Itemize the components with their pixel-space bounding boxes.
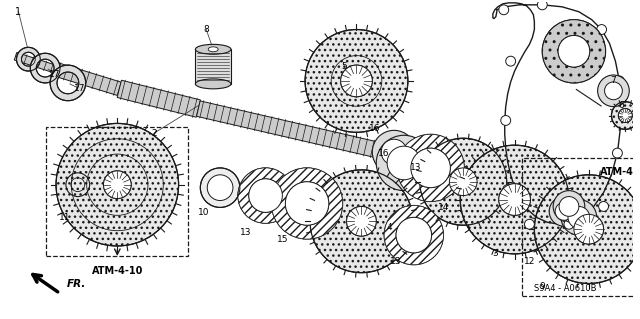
Wedge shape — [30, 53, 60, 83]
Wedge shape — [420, 138, 507, 225]
Circle shape — [397, 134, 464, 202]
Ellipse shape — [208, 47, 218, 52]
Wedge shape — [397, 134, 464, 202]
Text: 15: 15 — [276, 234, 288, 244]
Wedge shape — [50, 65, 86, 101]
Wedge shape — [542, 20, 605, 83]
Circle shape — [598, 75, 629, 107]
Circle shape — [104, 171, 131, 198]
Wedge shape — [460, 145, 569, 254]
Circle shape — [384, 205, 444, 265]
Ellipse shape — [195, 79, 231, 89]
Wedge shape — [305, 30, 408, 132]
Circle shape — [561, 199, 596, 235]
Circle shape — [618, 108, 632, 122]
Circle shape — [200, 168, 240, 207]
Text: 12: 12 — [524, 257, 535, 266]
Circle shape — [500, 115, 511, 125]
Text: 14: 14 — [438, 203, 449, 212]
Text: 4: 4 — [387, 223, 392, 232]
Text: 5: 5 — [342, 62, 348, 70]
Circle shape — [271, 168, 342, 239]
Text: 10: 10 — [198, 208, 209, 217]
Circle shape — [347, 206, 376, 236]
Circle shape — [614, 76, 624, 86]
Circle shape — [381, 139, 407, 165]
Circle shape — [605, 82, 622, 100]
Text: 16: 16 — [369, 124, 380, 133]
Text: 1: 1 — [15, 7, 22, 17]
Circle shape — [340, 65, 372, 97]
Circle shape — [612, 148, 622, 158]
Polygon shape — [483, 171, 556, 210]
Circle shape — [285, 182, 329, 225]
Circle shape — [558, 35, 589, 67]
Circle shape — [249, 179, 282, 212]
Text: 17: 17 — [74, 84, 86, 93]
Text: ATM-4-10: ATM-4-10 — [92, 266, 143, 276]
Wedge shape — [56, 123, 179, 246]
Text: FR.: FR. — [67, 278, 86, 288]
Circle shape — [596, 25, 607, 34]
Text: 16: 16 — [378, 149, 390, 158]
Text: 6: 6 — [618, 101, 624, 110]
Circle shape — [372, 130, 416, 174]
Text: ATM-4: ATM-4 — [600, 167, 634, 177]
Circle shape — [499, 184, 531, 215]
Polygon shape — [53, 63, 122, 95]
Circle shape — [542, 20, 605, 83]
Circle shape — [568, 206, 589, 228]
Wedge shape — [17, 47, 40, 71]
Wedge shape — [384, 205, 444, 265]
Wedge shape — [310, 170, 413, 273]
Text: 7: 7 — [611, 77, 616, 85]
Circle shape — [376, 135, 431, 191]
Circle shape — [238, 168, 293, 223]
Circle shape — [598, 202, 609, 211]
Circle shape — [411, 148, 451, 188]
Text: 3: 3 — [492, 249, 498, 258]
Circle shape — [559, 197, 579, 216]
Circle shape — [207, 175, 233, 201]
Polygon shape — [117, 80, 200, 117]
Circle shape — [538, 0, 547, 10]
Circle shape — [499, 5, 509, 15]
Text: 13: 13 — [240, 228, 252, 237]
Wedge shape — [534, 175, 640, 284]
Circle shape — [449, 168, 477, 196]
Circle shape — [553, 191, 585, 222]
Ellipse shape — [195, 44, 231, 54]
Text: 13: 13 — [390, 257, 402, 266]
Circle shape — [525, 219, 534, 229]
Wedge shape — [271, 168, 342, 239]
Text: S9A4 - A0610B: S9A4 - A0610B — [534, 284, 597, 293]
Circle shape — [396, 217, 431, 253]
Circle shape — [564, 219, 574, 229]
Wedge shape — [611, 102, 639, 130]
Circle shape — [549, 197, 579, 226]
Circle shape — [503, 185, 513, 195]
Polygon shape — [195, 49, 231, 84]
Circle shape — [574, 214, 604, 244]
Text: 8: 8 — [204, 25, 209, 34]
Polygon shape — [196, 101, 487, 182]
Wedge shape — [238, 168, 293, 223]
Text: 2: 2 — [151, 129, 157, 138]
Text: 11: 11 — [59, 213, 70, 222]
Circle shape — [555, 203, 573, 220]
Text: 17: 17 — [49, 70, 61, 78]
Text: 13: 13 — [410, 163, 422, 172]
Polygon shape — [14, 52, 56, 73]
Circle shape — [506, 56, 516, 66]
Text: 9: 9 — [540, 282, 545, 291]
Circle shape — [387, 146, 420, 180]
